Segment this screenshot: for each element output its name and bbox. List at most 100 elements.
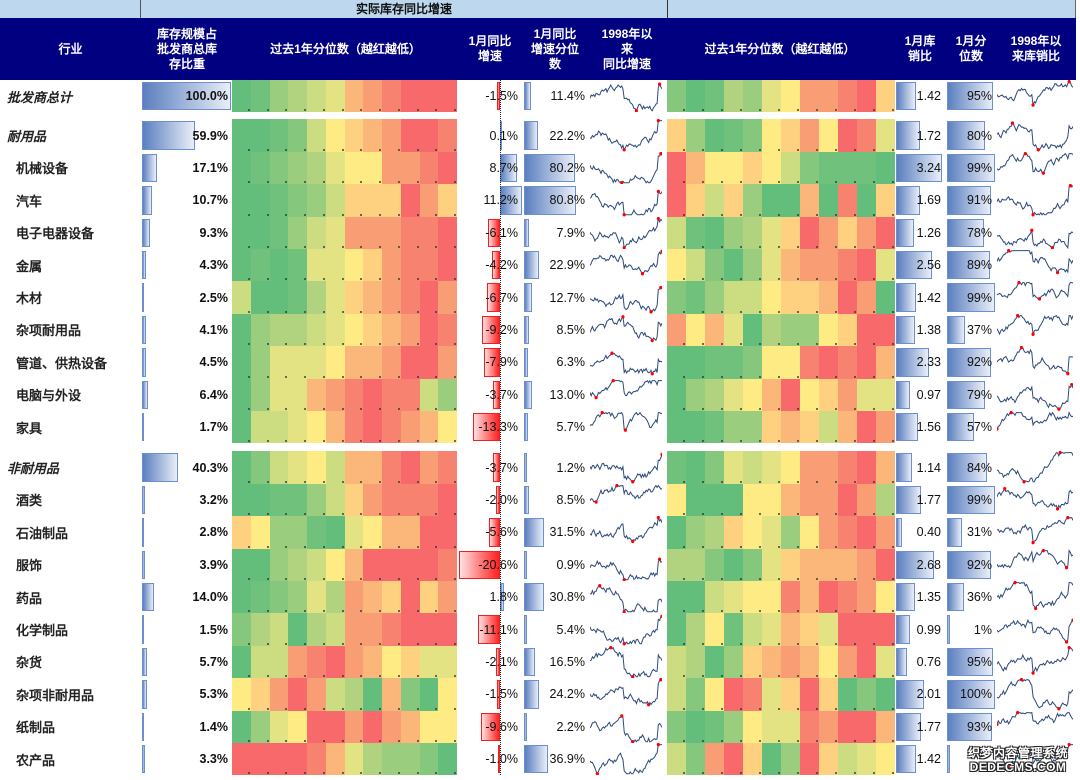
jan-ratio-percentile-value: 92% bbox=[966, 355, 992, 370]
jan-yoy-cell: -4.2% bbox=[458, 249, 522, 281]
weight-bar bbox=[142, 712, 144, 741]
ratio-percentile-heatmap bbox=[667, 281, 895, 314]
heatmap-cell bbox=[838, 216, 857, 249]
heatmap-cell bbox=[667, 80, 686, 113]
heatmap-cell bbox=[800, 743, 819, 776]
heatmap-cell bbox=[438, 743, 457, 776]
heatmap-cell bbox=[724, 249, 743, 282]
heatmap-cell bbox=[686, 151, 705, 185]
table-row: 杂项非耐用品 5.3% -1.5% 24.2% 2.01 100% bbox=[0, 678, 1076, 711]
jan-ratio-percentile-bar bbox=[947, 518, 962, 547]
heatmap-cell bbox=[686, 581, 705, 614]
heatmap-cell bbox=[382, 483, 401, 517]
yoy-sparkline bbox=[589, 451, 664, 484]
yoy-percentile-heatmap bbox=[232, 548, 457, 581]
weight-cell: 59.9% bbox=[142, 119, 231, 151]
heatmap-cell bbox=[876, 645, 895, 679]
table-row: 酒类 3.2% -2.0% 8.5% 1.77 99% bbox=[0, 483, 1076, 517]
jan-yoy-value: -3.7% bbox=[485, 387, 518, 402]
heatmap-cell bbox=[743, 613, 762, 646]
jan-ratio-value: 2.33 bbox=[916, 355, 941, 370]
jan-ratio-cell: 1.14 bbox=[896, 451, 944, 483]
jan-yoy-bar bbox=[473, 413, 500, 442]
jan-yoy-percentile-value: 7.9% bbox=[556, 225, 586, 240]
heatmap-cell bbox=[686, 249, 705, 282]
heatmap-cell bbox=[762, 119, 781, 152]
heatmap-cell bbox=[743, 313, 762, 347]
heatmap-cell bbox=[438, 710, 457, 743]
ratio-sparkline bbox=[996, 379, 1074, 411]
heatmap-cell bbox=[857, 346, 876, 379]
jan-ratio-percentile-bar bbox=[947, 82, 993, 111]
jan-ratio-cell: 1.26 bbox=[896, 217, 944, 249]
table-row: 石油制品 2.8% -5.6% 31.5% 0.40 31% bbox=[0, 515, 1076, 549]
jan-yoy-percentile-bar bbox=[524, 348, 529, 377]
jan-ratio-value: 1.56 bbox=[916, 420, 941, 435]
jan-yoy-cell: -5.6% bbox=[458, 516, 522, 548]
jan-yoy-percentile-cell: 5.7% bbox=[524, 411, 588, 443]
heatmap-cell bbox=[743, 743, 762, 776]
heatmap-cell bbox=[762, 313, 781, 347]
heatmap-cell bbox=[781, 80, 800, 113]
heatmap-cell bbox=[819, 151, 838, 185]
yoy-percentile-heatmap bbox=[232, 451, 457, 484]
jan-yoy-percentile-bar bbox=[524, 82, 532, 111]
yoy-percentile-heatmap bbox=[232, 281, 457, 314]
heatmap-cell bbox=[419, 411, 439, 444]
jan-ratio-percentile-value: 91% bbox=[966, 193, 992, 208]
heatmap-cell bbox=[288, 313, 307, 347]
heatmap-cell bbox=[307, 216, 326, 249]
jan-ratio-percentile-bar bbox=[947, 380, 985, 409]
heatmap-cell bbox=[686, 281, 705, 314]
heatmap-cell bbox=[743, 151, 762, 185]
ratio-percentile-heatmap bbox=[667, 378, 895, 411]
jan-ratio-cell: 2.56 bbox=[896, 249, 944, 281]
heatmap-cell bbox=[269, 346, 289, 379]
heatmap-cell bbox=[838, 411, 857, 444]
heatmap-cell bbox=[307, 184, 326, 217]
jan-yoy-percentile-bar bbox=[524, 485, 530, 515]
heatmap-cell bbox=[667, 678, 686, 711]
heatmap-cell bbox=[269, 516, 289, 549]
jan-ratio-cell: 2.68 bbox=[896, 549, 944, 581]
heatmap-cell bbox=[762, 411, 781, 444]
heatmap-cell bbox=[250, 516, 270, 549]
heatmap-cell bbox=[363, 451, 382, 484]
jan-ratio-percentile-bar bbox=[947, 413, 975, 442]
table-row: 纸制品 1.4% -9.6% 2.2% 1.77 93% bbox=[0, 710, 1076, 744]
heatmap-cell bbox=[667, 645, 686, 679]
heatmap-cell bbox=[876, 378, 895, 411]
heatmap-cell bbox=[382, 451, 401, 484]
heatmap-cell bbox=[419, 119, 439, 152]
weight-cell: 17.1% bbox=[142, 152, 231, 184]
jan-ratio-percentile-value: 100% bbox=[960, 687, 992, 702]
heatmap-cell bbox=[438, 313, 457, 347]
heatmap-cell bbox=[667, 313, 686, 347]
weight-value: 1.7% bbox=[199, 420, 229, 435]
heatmap-cell bbox=[363, 80, 382, 113]
jan-ratio-cell: 1.38 bbox=[896, 314, 944, 346]
yoy-sparkline bbox=[589, 483, 662, 516]
yoy-percentile-heatmap bbox=[232, 710, 457, 743]
heatmap-cell bbox=[438, 281, 457, 314]
weight-value: 5.7% bbox=[199, 654, 229, 669]
ratio-percentile-heatmap bbox=[667, 743, 895, 776]
jan-ratio-percentile-bar bbox=[947, 251, 990, 280]
heatmap-cell bbox=[382, 411, 401, 444]
weight-bar bbox=[142, 583, 155, 612]
jan-yoy-bar bbox=[481, 315, 500, 345]
heatmap-cell bbox=[344, 80, 364, 113]
heatmap-cell bbox=[382, 613, 401, 646]
heatmap-cell bbox=[288, 346, 307, 379]
header-jan-yoy: 1月同比 增速 bbox=[468, 34, 512, 63]
heatmap-cell bbox=[838, 678, 857, 711]
yoy-percentile-heatmap bbox=[232, 483, 457, 517]
heatmap-cell bbox=[325, 483, 345, 517]
heatmap-cell bbox=[419, 281, 439, 314]
heatmap-cell bbox=[781, 346, 800, 379]
ratio-percentile-heatmap bbox=[667, 451, 895, 484]
industry-name: 批发商总计 bbox=[7, 89, 73, 105]
jan-ratio-cell: 1.56 bbox=[896, 411, 944, 443]
jan-yoy-cell: -1.5% bbox=[458, 80, 522, 112]
jan-ratio-percentile-cell: 92% bbox=[947, 346, 995, 378]
